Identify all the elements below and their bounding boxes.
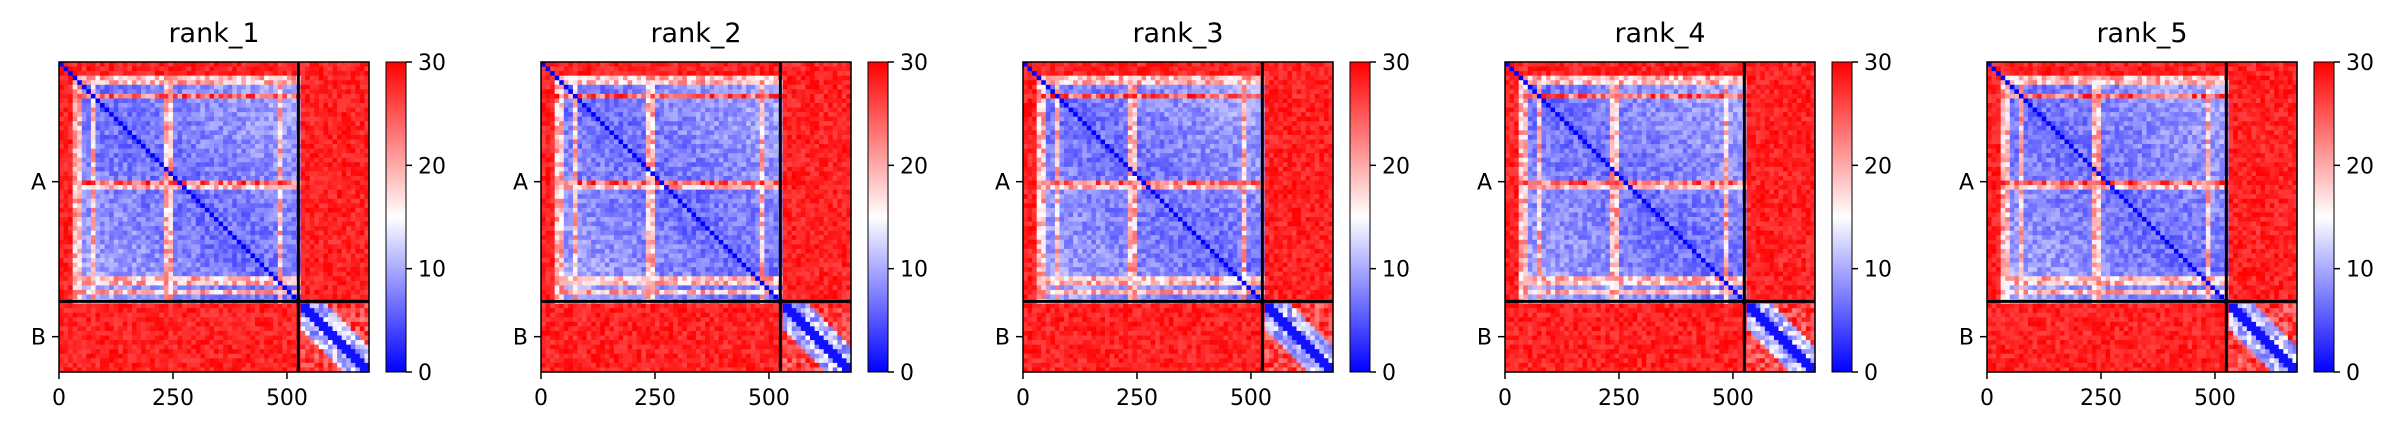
colorbar-tick-label: 10 (900, 258, 928, 283)
x-tick-label: 0 (1980, 386, 1994, 411)
colorbar-tick-label: 0 (1382, 361, 1396, 386)
x-tick-label: 500 (2194, 386, 2236, 411)
chain-label-a: A (1477, 171, 1492, 196)
pae-heatmap (541, 62, 852, 373)
colorbar-tick-label: 0 (2346, 361, 2360, 386)
panel-title: rank_3 (1132, 18, 1223, 49)
pae-panel-3: rank_3 0 250 500 A B 0 10 20 30 (995, 18, 1410, 411)
chain-label-a: A (31, 171, 46, 196)
colorbar-tick-label: 30 (900, 51, 928, 76)
pae-panel-1: rank_1 0 250 500 A B 0 10 20 30 (31, 18, 446, 411)
x-tick-label: 0 (534, 386, 548, 411)
colorbar-tick-label: 10 (418, 258, 446, 283)
colorbar-tick-label: 30 (1382, 51, 1410, 76)
pae-heatmap (1505, 62, 1816, 373)
x-tick-label: 250 (152, 386, 194, 411)
colorbar-tick-label: 30 (1864, 51, 1892, 76)
chain-label-a: A (995, 171, 1010, 196)
heatmap-frame (1504, 61, 1816, 373)
colorbar (2313, 61, 2335, 373)
colorbar-tick-label: 20 (2346, 154, 2374, 179)
pae-heatmap (1023, 62, 1334, 373)
x-tick-label: 0 (1016, 386, 1030, 411)
chain-label-b: B (1477, 326, 1492, 351)
colorbar-tick-label: 20 (900, 154, 928, 179)
x-tick-label: 250 (2080, 386, 2122, 411)
pae-panel-5: rank_5 0 250 500 A B 0 10 20 30 (1959, 18, 2374, 411)
colorbar-tick-label: 20 (418, 154, 446, 179)
colorbar-tick-label: 0 (900, 361, 914, 386)
pae-heatmap (1987, 62, 2298, 373)
heatmap-frame (1986, 61, 2298, 373)
x-tick-label: 250 (1598, 386, 1640, 411)
colorbar (1831, 61, 1853, 373)
x-tick-label: 500 (1230, 386, 1272, 411)
colorbar-tick-label: 20 (1382, 154, 1410, 179)
colorbar-tick-label: 30 (2346, 51, 2374, 76)
pae-panel-4: rank_4 0 250 500 A B 0 10 20 30 (1477, 18, 1892, 411)
chain-label-a: A (513, 171, 528, 196)
colorbar-tick-label: 10 (1382, 258, 1410, 283)
chain-label-b: B (995, 326, 1010, 351)
x-tick-label: 250 (1116, 386, 1158, 411)
colorbar-tick-label: 30 (418, 51, 446, 76)
heatmap-frame (1022, 61, 1334, 373)
colorbar (867, 61, 889, 373)
colorbar-tick-label: 0 (418, 361, 432, 386)
panel-title: rank_1 (168, 18, 259, 49)
pae-panel-2: rank_2 0 250 500 A B 0 10 20 30 (513, 18, 928, 411)
panel-title: rank_4 (1614, 18, 1705, 49)
x-tick-label: 0 (1498, 386, 1512, 411)
x-tick-label: 250 (634, 386, 676, 411)
heatmap-frame (58, 61, 370, 373)
chain-label-a: A (1959, 171, 1974, 196)
colorbar-tick-label: 20 (1864, 154, 1892, 179)
heatmap-frame (540, 61, 852, 373)
x-tick-label: 0 (52, 386, 66, 411)
colorbar (1349, 61, 1371, 373)
panel-title: rank_2 (650, 18, 741, 49)
panel-title: rank_5 (2096, 18, 2187, 49)
colorbar-tick-label: 0 (1864, 361, 1878, 386)
chain-label-b: B (1959, 326, 1974, 351)
x-tick-label: 500 (266, 386, 308, 411)
chain-label-b: B (513, 326, 528, 351)
colorbar-tick-label: 10 (1864, 258, 1892, 283)
chain-label-b: B (31, 326, 46, 351)
x-tick-label: 500 (748, 386, 790, 411)
colorbar-tick-label: 10 (2346, 258, 2374, 283)
x-tick-label: 500 (1712, 386, 1754, 411)
colorbar (385, 61, 407, 373)
pae-heatmap (59, 62, 370, 373)
